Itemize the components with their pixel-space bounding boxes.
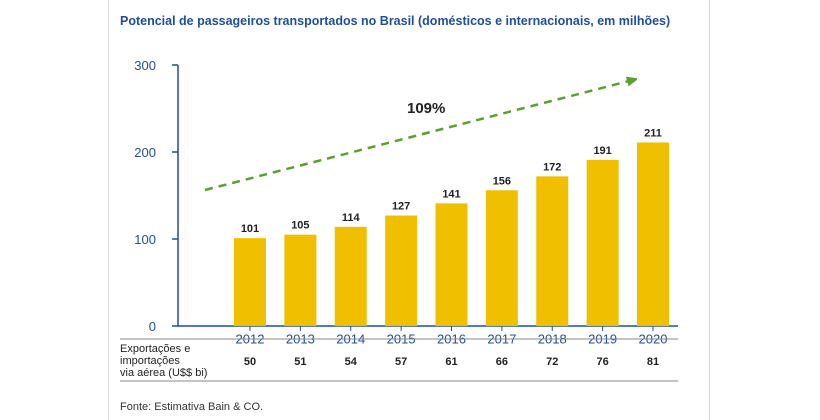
chart-title: Potencial de passageiros transportados n…: [120, 14, 671, 28]
y-tick-label: 200: [134, 145, 156, 160]
bar-2018: [536, 176, 569, 326]
growth-annotation: 109%: [407, 100, 445, 117]
data-label-2014: 114: [342, 212, 361, 224]
bar-2014: [334, 226, 367, 326]
y-tick-label: 100: [134, 232, 156, 247]
table-value-2020: 81: [647, 356, 659, 368]
table-row-label-line: via aérea (U$$ bi): [120, 367, 207, 379]
table-value-2014: 54: [345, 356, 358, 368]
table-row-label-line: importações: [120, 355, 180, 367]
table-value-2018: 72: [546, 356, 558, 368]
data-label-2016: 141: [442, 188, 460, 200]
data-label-2020: 211: [644, 127, 662, 139]
data-label-2019: 191: [593, 145, 611, 157]
table-value-2017: 66: [496, 356, 508, 368]
bar-2015: [385, 215, 418, 326]
bar-2012: [234, 238, 266, 326]
data-label-2012: 101: [241, 223, 259, 235]
data-label-2018: 172: [543, 161, 561, 173]
table-value-2019: 76: [597, 356, 609, 368]
data-label-2015: 127: [392, 201, 410, 213]
bar-2020: [637, 142, 669, 326]
y-tick-label: 300: [134, 58, 156, 73]
trend-arrow: [204, 80, 633, 192]
data-label-2017: 156: [493, 175, 511, 187]
table-value-2013: 51: [294, 356, 306, 368]
table-value-2015: 57: [395, 356, 407, 368]
table-row-label-line: Exportações e: [120, 343, 190, 355]
bar-2013: [284, 234, 317, 326]
bar-2017: [485, 190, 518, 326]
source-note: Fonte: Estimativa Bain & CO.: [120, 401, 263, 413]
table-value-2016: 61: [445, 356, 457, 368]
y-tick-label: 0: [149, 319, 156, 334]
bar-2019: [586, 159, 619, 326]
data-label-2013: 105: [291, 220, 309, 232]
table-value-2012: 50: [244, 356, 256, 368]
bar-2016: [435, 203, 468, 326]
